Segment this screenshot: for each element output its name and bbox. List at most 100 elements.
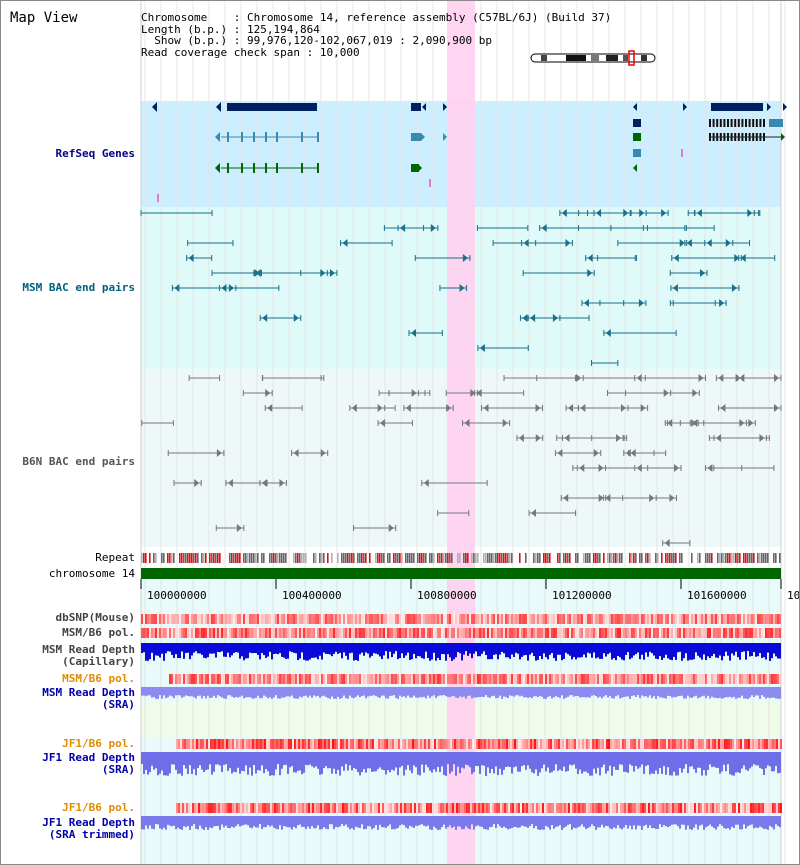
msm-pol-heat [147, 628, 149, 638]
jf1-pol-heat [230, 739, 232, 749]
msm-pol-heat [189, 674, 191, 684]
msm-depth-capillary-bar [329, 643, 331, 655]
msm-depth-capillary-bar [593, 643, 595, 653]
msm-bac-label[interactable]: MSM BAC end pairs [22, 281, 135, 294]
msm-depth-capillary-bar [763, 643, 765, 658]
jf1-depth-sra-bar [349, 752, 351, 766]
jf1-depth-sra-bar [649, 752, 651, 775]
gene-arrow [783, 103, 787, 111]
msm-depth-capillary-label[interactable]: MSM Read Depth (Capillary) [9, 644, 135, 668]
msm-depth-sra-bar [339, 687, 341, 699]
msm-pol-heat [749, 628, 751, 638]
jf1-depth-sra-bar [433, 752, 435, 770]
dbsnp-heat [373, 614, 375, 624]
msm-depth-sra-bar [523, 687, 525, 698]
dbsnp-heat [775, 614, 777, 624]
msm-depth-capillary-bar [425, 643, 427, 652]
jf1-pol-heat [294, 739, 296, 749]
msm-pol-heat [425, 628, 427, 638]
msm-pol-heat [475, 674, 477, 684]
jf1-depth-trimmed-bar [731, 816, 733, 827]
msm-bac-arrow [522, 314, 528, 322]
b6n-bac-label[interactable]: B6N BAC end pairs [22, 455, 135, 468]
msm-depth-capillary-bar [623, 643, 625, 661]
msm-pol-heat [417, 628, 419, 638]
msm-pol-heat [419, 628, 421, 638]
b6n-bac-arrow [640, 404, 646, 412]
jf1-depth-sra-label[interactable]: JF1 Read Depth (SRA) [9, 752, 135, 776]
jf1-pol-heat [528, 803, 530, 813]
jf1-depth-trimmed-bar [265, 816, 267, 828]
jf1-pol-heat [498, 739, 500, 749]
jf1-pol-heat [490, 803, 492, 813]
jf1-depth-sra-bar [201, 752, 203, 770]
msm-depth-capillary-bar [531, 643, 533, 653]
msm-depth-sra-bar [233, 687, 235, 698]
msm-depth-capillary-bar [773, 643, 775, 654]
msm-depth-capillary-bar [667, 643, 669, 659]
dbsnp-heat [563, 614, 565, 624]
dbsnp-heat [233, 614, 235, 624]
msm-depth-sra-bar [273, 687, 275, 698]
msm-pol-heat [481, 674, 483, 684]
jf1-pol-heat [198, 803, 200, 813]
jf1-pol-heat [734, 803, 736, 813]
jf1-depth-sra-bar [213, 752, 215, 772]
msm-depth-sra-bar [383, 687, 385, 696]
jf1-depth-sra-bar [779, 752, 781, 773]
exon-mark [227, 132, 229, 142]
jf1-pol-label-2[interactable]: JF1/B6 pol. [62, 801, 135, 814]
msm-depth-capillary-bar [225, 643, 227, 657]
jf1-pol-heat [704, 803, 706, 813]
msm-depth-sra-label[interactable]: MSM Read Depth (SRA) [9, 687, 135, 711]
msm-pol-label-2[interactable]: MSM/B6 pol. [62, 672, 135, 685]
jf1-pol-heat [608, 739, 610, 749]
msm-depth-sra-bar [585, 687, 587, 698]
refseq-genes-label[interactable]: RefSeq Genes [55, 147, 135, 160]
jf1-depth-sra-bar [427, 752, 429, 768]
jf1-pol-heat [732, 803, 734, 813]
msm-pol-heat [777, 674, 779, 684]
msm-depth-capillary-bar [429, 643, 431, 661]
repeat-mark [495, 553, 497, 563]
msm-pol-heat [465, 628, 467, 638]
jf1-depth-trimmed-label[interactable]: JF1 Read Depth (SRA trimmed) [9, 817, 135, 841]
msm-pol-heat [763, 674, 765, 684]
msm-pol-heat [579, 674, 581, 684]
jf1-pol-heat [274, 803, 276, 813]
repeat-mark [747, 553, 749, 563]
dbsnp-label[interactable]: dbSNP(Mouse) [55, 611, 135, 624]
dbsnp-heat [319, 614, 321, 624]
msm-depth-sra-bar [615, 687, 617, 697]
jf1-pol-heat [686, 739, 688, 749]
msm-pol-heat [343, 628, 345, 638]
repeat-mark [163, 553, 165, 563]
jf1-depth-sra-bar [601, 752, 603, 768]
msm-pol-heat [467, 674, 469, 684]
msm-pol-heat [683, 674, 685, 684]
jf1-depth-sra-bar [597, 752, 599, 768]
jf1-pol-heat [340, 739, 342, 749]
msm-depth-sra-bar [417, 687, 419, 698]
jf1-depth-trimmed-bar [315, 816, 317, 829]
msm-pol-label-1[interactable]: MSM/B6 pol. [62, 626, 135, 639]
msm-pol-heat [319, 628, 321, 638]
msm-depth-capillary-bar [257, 643, 259, 655]
jf1-pol-heat [726, 739, 728, 749]
gene-arrow [443, 103, 447, 111]
msm-depth-capillary-bar [513, 643, 515, 657]
msm-depth-capillary-bar [479, 643, 481, 657]
jf1-pol-heat [548, 739, 550, 749]
jf1-pol-label-1[interactable]: JF1/B6 pol. [62, 737, 135, 750]
msm-pol-heat [517, 628, 519, 638]
jf1-depth-trimmed-bar [269, 816, 271, 827]
msm-depth-sra-bar [453, 687, 455, 697]
dbsnp-heat [477, 614, 479, 624]
jf1-pol-heat [760, 739, 762, 749]
jf1-pol-heat [318, 739, 320, 749]
jf1-depth-trimmed-bar [425, 816, 427, 827]
dbsnp-heat [519, 614, 521, 624]
msm-pol-heat [721, 628, 723, 638]
jf1-pol-heat [472, 803, 474, 813]
